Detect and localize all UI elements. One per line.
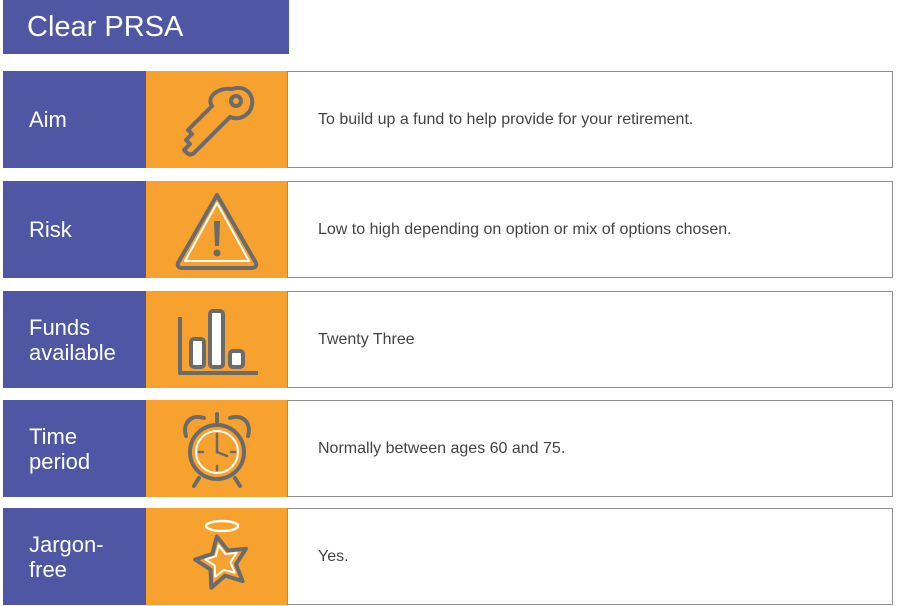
- row-jargon: Jargon- free Yes.: [3, 508, 893, 605]
- row-time: Time period Normally between ages 60: [3, 400, 893, 497]
- row-text-jargon: Yes.: [287, 508, 893, 605]
- row-text-funds: Twenty Three: [287, 291, 893, 388]
- row-label-funds: Funds available: [3, 291, 146, 388]
- warning-icon: [175, 192, 258, 270]
- row-aim: Aim To build up a fund to help provide f…: [3, 71, 893, 168]
- icon-box-time: [146, 400, 287, 497]
- icon-box-risk: [146, 181, 287, 278]
- row-text-time: Normally between ages 60 and 75.: [287, 400, 893, 497]
- star-halo-icon: [192, 519, 248, 590]
- row-label-risk: Risk: [3, 181, 146, 278]
- row-text-aim: To build up a fund to help provide for y…: [287, 71, 893, 168]
- row-funds: Funds available Twenty Three: [3, 291, 893, 388]
- icon-box-aim: [146, 71, 287, 168]
- row-label-time: Time period: [3, 400, 146, 497]
- row-text-risk: Low to high depending on option or mix o…: [287, 181, 893, 278]
- bar-chart-icon: [177, 308, 258, 375]
- icon-box-funds: [146, 291, 287, 388]
- row-risk: Risk Low to high depending on option or …: [3, 181, 893, 278]
- icon-box-jargon: [146, 508, 287, 605]
- row-label-jargon: Jargon- free: [3, 508, 146, 605]
- page-title: Clear PRSA: [3, 0, 289, 54]
- row-label-aim: Aim: [3, 71, 146, 168]
- alarm-clock-icon: [182, 411, 251, 488]
- key-icon: [181, 85, 254, 156]
